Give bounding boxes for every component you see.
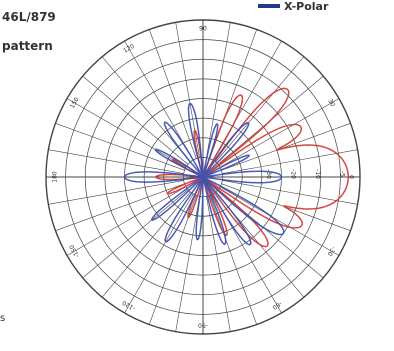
chart-title-line2: pattern — [2, 39, 53, 53]
grid-spoke — [219, 98, 340, 168]
angle-label: -90 — [198, 322, 208, 329]
legend-label-x-polar: X-Polar — [284, 0, 329, 13]
angle-label: 0 — [348, 175, 355, 179]
grid-spoke — [55, 123, 185, 171]
chart-title-line1: 46L/879 — [2, 10, 56, 24]
grid-spoke — [66, 186, 187, 256]
angle-label: 30 — [326, 98, 336, 108]
grid-spoke — [215, 56, 305, 163]
grid-spoke — [149, 29, 197, 159]
legend-swatch-x-polar — [258, 4, 280, 8]
ring-label: -5 — [338, 171, 345, 177]
grid-spoke — [221, 123, 351, 171]
series-x-polar — [123, 102, 285, 246]
ring-label: -30 — [265, 169, 272, 179]
angle-label: -60 — [271, 300, 283, 311]
grid-spoke — [206, 22, 231, 158]
grid-spoke — [82, 75, 189, 165]
grid-spoke — [124, 193, 194, 314]
grid-spoke — [222, 180, 358, 205]
ring-label: -20 — [289, 169, 296, 179]
grid-spoke — [222, 149, 358, 174]
angle-label: -30 — [326, 245, 337, 257]
angle-label: 150 — [69, 96, 81, 110]
angle-label: 90 — [199, 26, 207, 33]
footer-fragment: s — [0, 313, 5, 324]
pattern-series — [123, 87, 349, 248]
ring-label: -10 — [314, 169, 321, 179]
ring-tick-labels: -30 -20 -10 -5 — [265, 169, 346, 179]
grid-spoke — [124, 40, 194, 161]
grid-spoke — [209, 195, 257, 325]
angle-label: 120 — [122, 43, 136, 55]
legend: X-Polar — [258, 0, 329, 13]
angle-label: 180 — [52, 171, 59, 183]
grid-spoke — [66, 98, 187, 168]
grid-spoke — [101, 191, 191, 298]
grid-spoke — [175, 196, 200, 332]
grid-spoke — [175, 22, 200, 158]
grid-spoke — [48, 180, 184, 205]
grid-spoke — [48, 149, 184, 174]
series-co-polar — [155, 87, 349, 248]
grid-spoke — [219, 186, 340, 256]
grid-spoke — [82, 189, 189, 279]
angle-label: -150 — [68, 243, 81, 258]
angle-label: -120 — [121, 299, 136, 312]
grid-spoke — [206, 196, 231, 332]
grid-spoke — [55, 183, 185, 231]
grid-spoke — [149, 195, 197, 325]
